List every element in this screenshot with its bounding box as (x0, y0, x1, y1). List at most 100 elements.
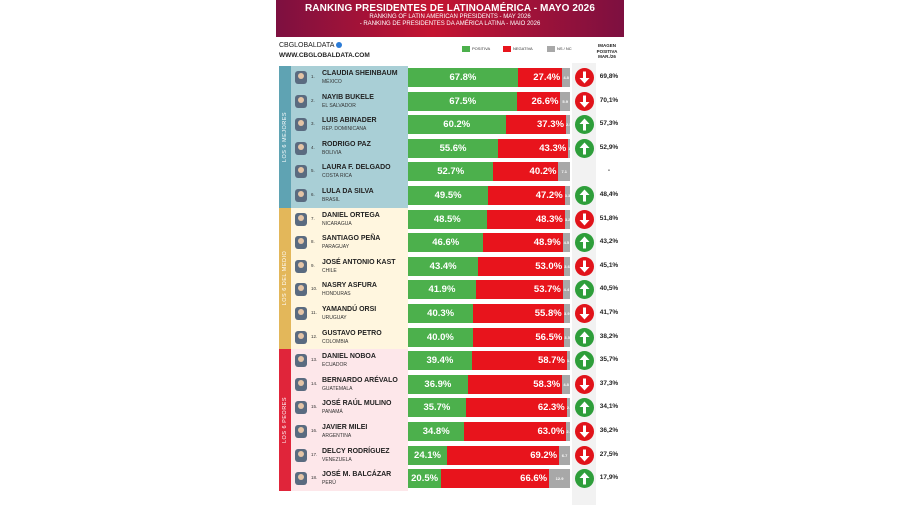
table-row: 16. JAVIER MILEI ARGENTINA 34.8%63.0%2.2 36,… (276, 420, 624, 443)
avatar (295, 401, 307, 415)
president-name: DELCY RODRÍGUEZ (322, 447, 390, 455)
country-name: ECUADOR (322, 362, 348, 369)
table-row: 18. JOSÉ M. BALCÁZAR PERÚ 20.5% 66.6% 12.9 17,… (276, 467, 624, 490)
group-marker-best: LOS 6 MEJORES (279, 66, 291, 208)
arrow-down-icon (575, 91, 594, 111)
bar-segment-ns: 4.4 (562, 280, 570, 300)
president-name: CLAUDIA SHEINBAUM (322, 70, 398, 77)
country-name: BRASIL (322, 197, 340, 203)
bar-segment-positive: 40.3% (408, 304, 474, 323)
country-name: NICARAGUA (322, 220, 352, 227)
bar-segment-positive: 43.4% (408, 256, 479, 276)
previous-image-value: 35,7% (599, 356, 619, 364)
previous-image-value: 51,8% (599, 214, 619, 222)
president-name: SANTIAGO PEÑA (322, 235, 381, 243)
bar-segment-ns: 1.9 (566, 351, 570, 371)
avatar (295, 236, 307, 250)
previous-image-value: 41,7% (599, 309, 619, 316)
bar-segment-negative: 69.2% (447, 445, 560, 465)
table-row: 11. YAMANDÚ ORSI URUGUAY 40.3% 55.8% 3.9 41,7% (276, 302, 624, 325)
country-name: EL SALVADOR (322, 102, 356, 109)
avatar (295, 189, 307, 202)
arrow-up-icon (575, 398, 594, 418)
group-band-best: LOS 6 MEJORES (279, 66, 408, 208)
rank-number: 6. (311, 192, 315, 197)
approval-bar: 60.2%37.3%2.5 (408, 115, 570, 135)
bar-segment-ns: 3.2 (564, 209, 570, 229)
bar-segment-positive: 67.8% (408, 68, 518, 87)
subtitle-portuguese: - RANKING DE PRESIDENTES DA AMÉRICA LATI… (359, 21, 541, 27)
approval-bar: 36.9% 58.3% 4.8 (408, 374, 570, 394)
bar-segment-positive: 49.5% (408, 186, 489, 205)
bar-segment-positive: 35.7% (408, 398, 466, 418)
approval-bar: 40.0% 56.5% 3.5 (408, 327, 570, 347)
bar-segment-negative: 63.0% (464, 422, 567, 441)
table-row: 17. DELCY RODRÍGUEZ VENEZUELA 24.1% 69.2% 6.7… (276, 444, 624, 467)
country-name: PARAGUAY (322, 244, 350, 251)
approval-bar: 39.4%58.7%1.9 (408, 351, 570, 371)
country-name: COLOMBIA (322, 338, 349, 345)
bar-segment-positive: 20.5% (408, 469, 442, 489)
country-name: PANAMÁ (322, 409, 343, 416)
country-name: CHILE (322, 267, 337, 274)
bar-segment-ns: 4.8 (562, 68, 570, 87)
arrow-up-icon (575, 138, 594, 158)
subtitle-english: RANKING OF LATIN AMERICAN PRESIDENTS - M… (369, 14, 531, 20)
bar-segment-positive: 40.0% (408, 327, 473, 347)
arrow-up-icon (575, 327, 594, 347)
bar-segment-negative: 62.3% (465, 398, 567, 418)
previous-image-value: 40,5% (599, 285, 619, 293)
avatar (295, 141, 307, 155)
previous-image-value: 27,5% (599, 450, 619, 458)
brand-block: CBGLOBALDATA WWW.CBGLOBALDATA.COM (279, 42, 370, 59)
group-marker-worst: LOS 6 PEORES (279, 349, 291, 491)
avatar (295, 118, 307, 132)
previous-image-value: 57,3% (599, 120, 619, 128)
bar-segment-positive: 48.5% (408, 209, 487, 229)
bar-segment-ns: 3.3 (564, 186, 570, 205)
country-name: GUATEMALA (322, 385, 353, 392)
president-name: JOSÉ RAÚL MULINO (322, 400, 392, 408)
previous-image-value: 34,1% (599, 403, 619, 411)
table-row: 2. NAYIB BUKELE EL SALVADOR 67.5% 26.6% 5.9 70… (276, 90, 624, 113)
bar-segment-negative: 48.3% (486, 209, 565, 229)
legend-positive-swatch (462, 46, 470, 52)
arrow-up-icon (575, 351, 594, 371)
previous-image-value: 70,1% (599, 96, 619, 104)
bar-segment-positive: 67.5% (408, 91, 518, 111)
brand-website[interactable]: WWW.CBGLOBALDATA.COM (279, 52, 370, 59)
bar-segment-negative: 58.3% (467, 374, 563, 394)
ranking-card: RANKING PRESIDENTES DE LATINOAMÉRICA - M… (276, 0, 624, 505)
previous-image-value: 69,8% (599, 73, 619, 80)
approval-bar: 48.5% 48.3% 3.2 (408, 209, 570, 229)
table-row: 12. GUSTAVO PETRO COLOMBIA 40.0% 56.5% 3.5 38,… (276, 326, 624, 349)
bar-segment-ns: 2.0 (566, 398, 570, 418)
avatar (295, 71, 307, 84)
bar-segment-negative: 27.4% (517, 68, 563, 87)
bar-segment-ns: 1.1 (568, 138, 570, 158)
country-name: HONDURAS (322, 291, 351, 298)
group-marker-middle: LOS 6 DEL MEDIO (279, 207, 291, 350)
previous-image-value: 43,2% (599, 238, 619, 246)
bar-segment-negative: 37.3% (505, 115, 566, 135)
president-name: LUIS ABINADER (322, 117, 377, 125)
bar-segment-negative: 53.7% (475, 280, 563, 300)
header-banner: RANKING PRESIDENTES DE LATINOAMÉRICA - M… (276, 0, 624, 37)
previous-image-value: - (607, 167, 611, 175)
legend-negative: NEGATIVA (503, 46, 533, 52)
approval-bar: 55.6%43.3%1.1 (408, 138, 570, 158)
table-row: 10. NASRY ASFURA HONDURAS 41.9% 53.7% 4.4 40,5… (276, 278, 624, 301)
bar-segment-negative: 26.6% (517, 91, 561, 111)
approval-bar: 43.4% 53.0% 3.6 (408, 256, 570, 276)
bar-segment-negative: 58.7% (471, 351, 567, 371)
arrow-down-icon (575, 445, 594, 465)
approval-bar: 67.8% 27.4% 4.8 (408, 68, 570, 87)
rank-number: 3. (311, 121, 315, 127)
legend-negative-swatch (503, 46, 511, 52)
rank-number: 11. (311, 310, 317, 315)
country-name: PERÚ (322, 480, 336, 487)
bar-segment-ns: 5.9 (560, 91, 570, 111)
rank-number: 2. (311, 97, 315, 103)
avatar (295, 94, 307, 108)
